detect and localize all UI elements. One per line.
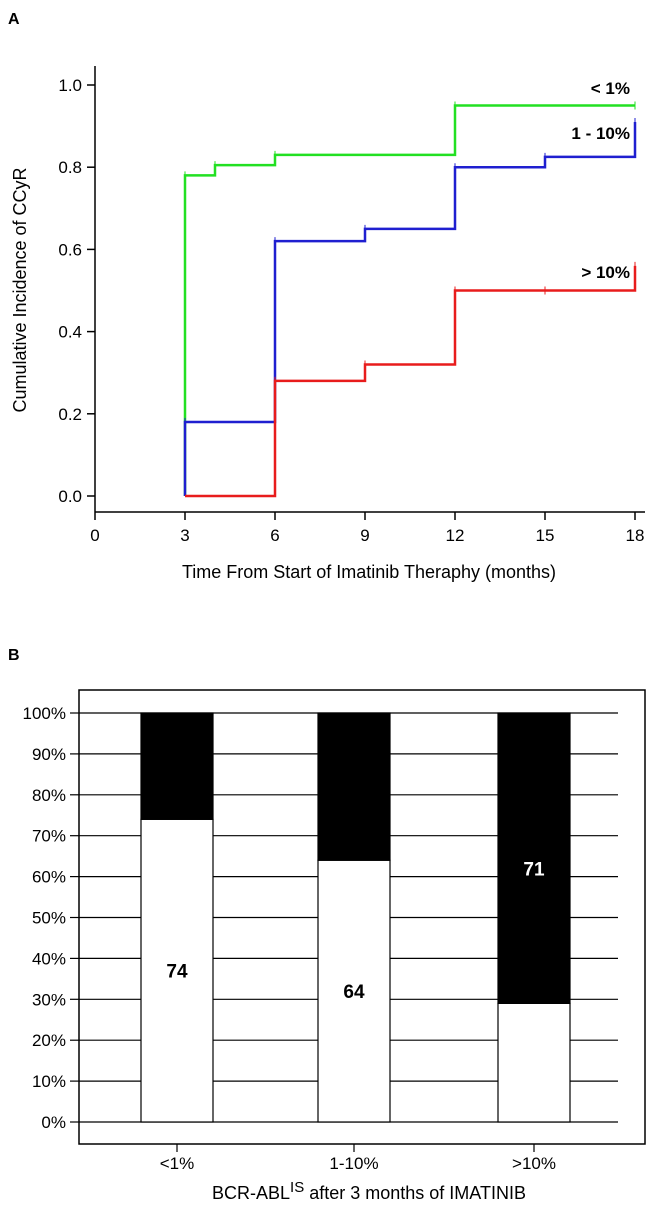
bar-segment-white (140, 818, 214, 1123)
y-tick-label: 0.4 (58, 323, 82, 342)
y-tick-label: 60% (32, 868, 66, 887)
y-tick-label: 20% (32, 1031, 66, 1050)
x-tick-label: 15 (536, 526, 555, 545)
bar-segment-white (497, 1002, 571, 1123)
x-tick-label: 18 (626, 526, 645, 545)
panel-b-x-title: BCR-ABLIS after 3 months of IMATINIB (212, 1179, 526, 1203)
panel-a-y-title: Cumulative Incidence of CCyR (10, 167, 30, 412)
x-tick-label: >10% (512, 1154, 556, 1173)
panel-b-bar-chart: B 0% 10% 20% 30% 40% 50% 60% 70% 80% 90% 100% 74 64… (8, 647, 646, 1203)
bar-data-label: 64 (343, 982, 365, 1003)
y-tick-label: 0.8 (58, 158, 82, 177)
x-tick-label: 12 (446, 526, 465, 545)
panel-b-y-ticks: 0% 10% 20% 30% 40% 50% 60% 70% 80% 90% 100% (23, 704, 79, 1132)
bar-data-label: 71 (523, 859, 545, 880)
panel-a-y-ticks: 0.0 0.2 0.4 0.6 0.8 1.0 (58, 76, 95, 506)
km-curve-1 (183, 121, 637, 496)
panel-b-label: B (8, 647, 20, 664)
y-tick-label: 0.2 (58, 405, 82, 424)
km-curve-2 (185, 265, 637, 498)
y-tick-label: 10% (32, 1072, 66, 1091)
y-tick-label: 40% (32, 949, 66, 968)
y-tick-label: 0.6 (58, 240, 82, 259)
x-tick-label: <1% (160, 1154, 195, 1173)
bar-segment-black (317, 712, 391, 861)
panel-a-curves (183, 101, 637, 498)
y-tick-label: 0.0 (58, 487, 82, 506)
panel-a-x-title: Time From Start of Imatinib Theraphy (mo… (182, 562, 556, 582)
x-tick-label: 3 (180, 526, 189, 545)
x-tick-label: 1-10% (329, 1154, 378, 1173)
y-tick-label: 90% (32, 745, 66, 764)
x-tick-label: 6 (270, 526, 279, 545)
x-tick-label: 9 (360, 526, 369, 545)
bar-segment-black (497, 712, 571, 1004)
panel-b-bars: 74 64 71 (140, 712, 571, 1123)
panel-a-label: A (8, 11, 20, 28)
y-tick-label: 80% (32, 786, 66, 805)
y-tick-label: 50% (32, 909, 66, 928)
curve-label-1to10: 1 - 10% (571, 124, 630, 143)
curve-label-gt10: > 10% (581, 263, 630, 282)
y-tick-label: 0% (41, 1113, 66, 1132)
bar-segment-white (317, 859, 391, 1123)
bar-segment-black (140, 712, 214, 820)
y-tick-label: 1.0 (58, 76, 82, 95)
bar-data-label: 74 (166, 962, 188, 983)
y-tick-label: 100% (23, 704, 66, 723)
y-tick-label: 70% (32, 827, 66, 846)
panel-b-x-ticks: <1% 1-10% >10% (160, 1144, 556, 1173)
curve-label-lt1: < 1% (591, 79, 630, 98)
panel-a-x-ticks: 0 3 6 9 12 15 18 (90, 512, 644, 545)
y-tick-label: 30% (32, 990, 66, 1009)
panel-a-km-chart: A 0 3 6 9 12 15 18 0.0 0.2 0.4 0.6 0.8 1.0 Time Fro… (8, 11, 645, 582)
x-tick-label: 0 (90, 526, 99, 545)
km-curve-0 (183, 104, 635, 496)
